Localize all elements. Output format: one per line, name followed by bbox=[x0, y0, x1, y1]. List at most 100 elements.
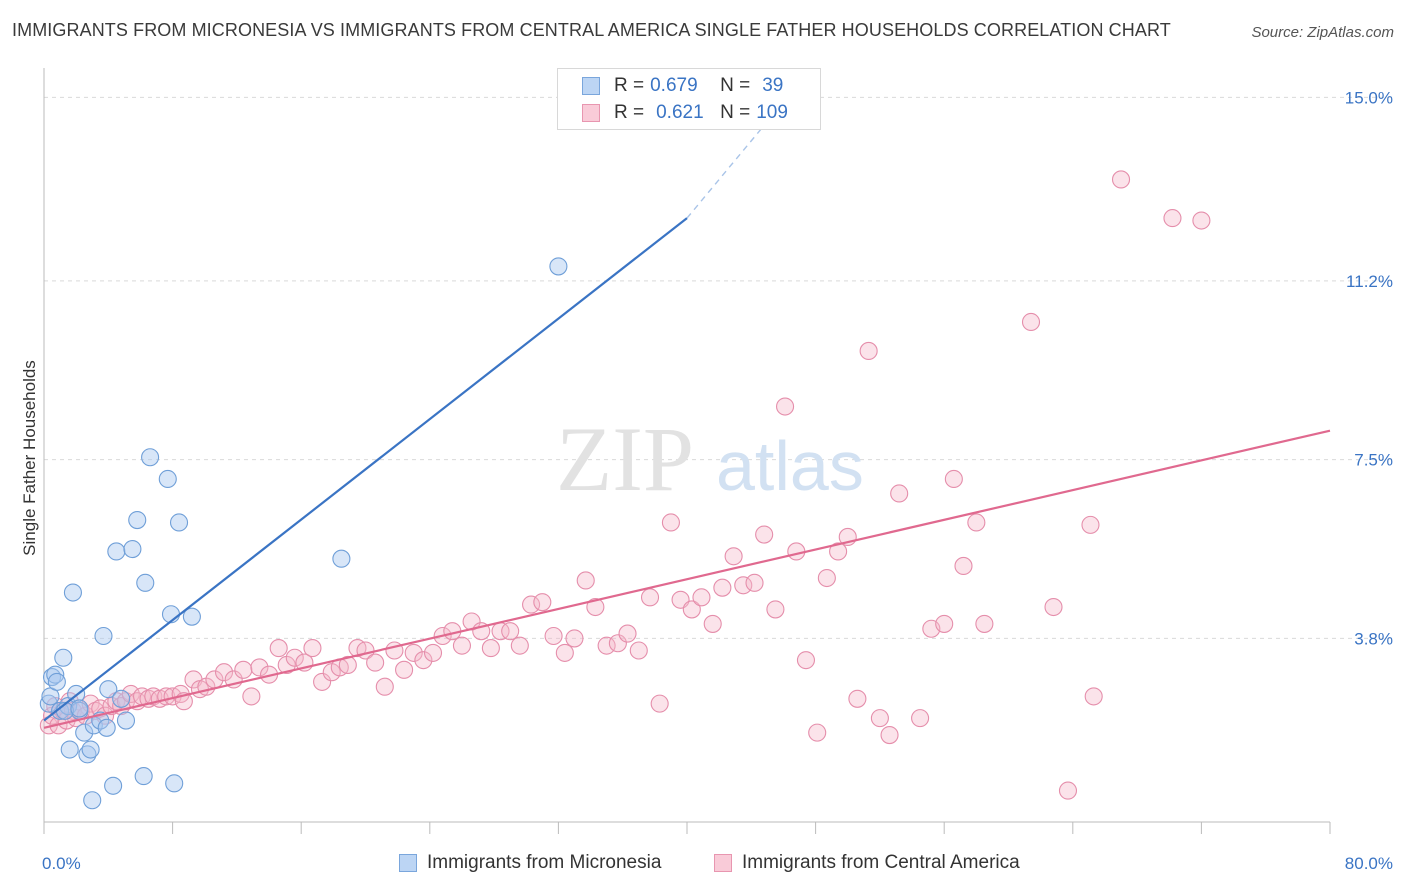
central-america-point bbox=[776, 397, 795, 416]
central-america-point bbox=[576, 571, 595, 590]
central-america-point bbox=[944, 469, 963, 489]
central-america-point bbox=[724, 547, 743, 566]
micronesia-point bbox=[42, 668, 62, 687]
chart-legend: Immigrants from Micronesia Immigrants fr… bbox=[0, 852, 1406, 878]
central-america-point bbox=[629, 641, 648, 660]
micronesia-point bbox=[169, 513, 189, 532]
micronesia-point bbox=[158, 469, 177, 489]
central-america-point bbox=[501, 622, 520, 641]
stats-r-label: R = bbox=[614, 102, 645, 123]
micronesia-point bbox=[549, 257, 568, 276]
central-america-point bbox=[313, 672, 332, 691]
micronesia-point bbox=[46, 665, 65, 684]
central-america-point bbox=[366, 653, 385, 672]
central-america-point bbox=[565, 629, 584, 648]
central-america-point bbox=[935, 614, 954, 633]
watermark: ZIP atlas bbox=[556, 408, 864, 510]
central-america-point bbox=[214, 663, 234, 682]
x-tick-label-min: 0.0% bbox=[42, 854, 81, 873]
central-america-point bbox=[745, 573, 764, 592]
central-america-point bbox=[423, 643, 443, 662]
central-america-point bbox=[1021, 312, 1041, 332]
micronesia-point bbox=[182, 607, 201, 626]
central-america-point bbox=[640, 588, 660, 607]
central-america-point bbox=[395, 660, 414, 679]
y-tick-label: 15.0% bbox=[1345, 88, 1393, 107]
central-america-point bbox=[1111, 170, 1131, 189]
central-america-point bbox=[242, 687, 261, 706]
central-america-point bbox=[375, 677, 394, 696]
central-america-point bbox=[481, 639, 500, 658]
legend-item-central-america[interactable]: Immigrants from Central America bbox=[714, 852, 1020, 874]
micronesia-point bbox=[136, 573, 155, 592]
y-tick-label: 7.5% bbox=[1354, 451, 1393, 470]
central-america-point bbox=[703, 614, 722, 633]
central-america-point bbox=[269, 639, 288, 658]
central-america-point bbox=[787, 542, 806, 561]
central-america-point bbox=[303, 639, 322, 658]
central-america-point bbox=[618, 624, 637, 643]
micronesia-point bbox=[94, 626, 113, 646]
stats-n-label: N = bbox=[720, 75, 751, 96]
trendline-micronesia bbox=[43, 217, 688, 722]
watermark-zip: ZIP bbox=[556, 408, 694, 510]
central-america-point bbox=[1044, 597, 1063, 617]
central-america-point bbox=[859, 341, 878, 361]
central-america-point bbox=[713, 578, 732, 597]
micronesia-point bbox=[104, 776, 123, 795]
series-central-america bbox=[39, 170, 1211, 800]
legend-label: Immigrants from Micronesia bbox=[427, 852, 662, 873]
central-america-point bbox=[796, 651, 816, 670]
stats-legend: R = 0.679 N = 39 R = 0.621 N = 109 bbox=[557, 68, 821, 130]
micronesia-point bbox=[63, 583, 82, 602]
central-america-point bbox=[404, 643, 423, 662]
central-america-point bbox=[544, 626, 563, 646]
watermark-atlas: atlas bbox=[716, 427, 864, 505]
micronesia-point bbox=[99, 680, 118, 699]
central-america-point bbox=[755, 525, 774, 544]
central-america-point bbox=[911, 709, 930, 728]
y-tick-label: 3.8% bbox=[1354, 629, 1393, 648]
stats-n-value: 109 bbox=[756, 102, 788, 123]
micronesia-point bbox=[47, 672, 66, 691]
micronesia-point bbox=[60, 740, 79, 759]
central-america-point bbox=[234, 660, 253, 679]
micronesia-point bbox=[141, 448, 160, 467]
x-tick-label-max: 80.0% bbox=[1345, 854, 1393, 873]
central-america-point bbox=[414, 651, 433, 670]
central-america-point bbox=[250, 658, 269, 677]
central-america-point bbox=[692, 588, 711, 607]
micronesia-point bbox=[78, 745, 97, 764]
stats-row-central-america: R = 0.621 N = 109 bbox=[582, 100, 788, 126]
central-america-point bbox=[817, 568, 836, 588]
micronesia-point bbox=[128, 511, 147, 530]
micronesia-point bbox=[39, 694, 58, 713]
micronesia-point bbox=[116, 711, 136, 730]
central-america-point bbox=[597, 636, 616, 655]
central-america-point bbox=[285, 648, 304, 667]
central-america-point bbox=[890, 484, 909, 503]
stats-r-label: R = bbox=[614, 75, 645, 96]
micronesia-point bbox=[332, 549, 351, 568]
central-america-point bbox=[650, 694, 669, 713]
micronesia-point bbox=[70, 699, 89, 718]
stats-n-label: N = bbox=[720, 102, 751, 123]
central-america-point bbox=[1084, 687, 1103, 706]
series-micronesia bbox=[39, 257, 568, 810]
central-america-point bbox=[522, 595, 541, 614]
micronesia-point bbox=[165, 774, 184, 793]
central-america-point bbox=[510, 636, 529, 655]
chart-title: IMMIGRANTS FROM MICRONESIA VS IMMIGRANTS… bbox=[12, 20, 1171, 40]
central-america-point bbox=[829, 542, 848, 561]
central-america-point bbox=[555, 643, 574, 662]
central-america-point bbox=[533, 593, 552, 612]
stats-r-value: 0.621 bbox=[656, 102, 704, 123]
central-america-point bbox=[954, 556, 973, 575]
micronesia-point bbox=[112, 689, 131, 708]
legend-item-micronesia[interactable]: Immigrants from Micronesia bbox=[399, 852, 661, 874]
stats-r-value: 0.679 bbox=[650, 75, 698, 96]
trendline-micronesia-extension bbox=[686, 121, 768, 219]
central-america-point bbox=[608, 634, 627, 653]
legend-swatch-pink bbox=[714, 854, 732, 872]
